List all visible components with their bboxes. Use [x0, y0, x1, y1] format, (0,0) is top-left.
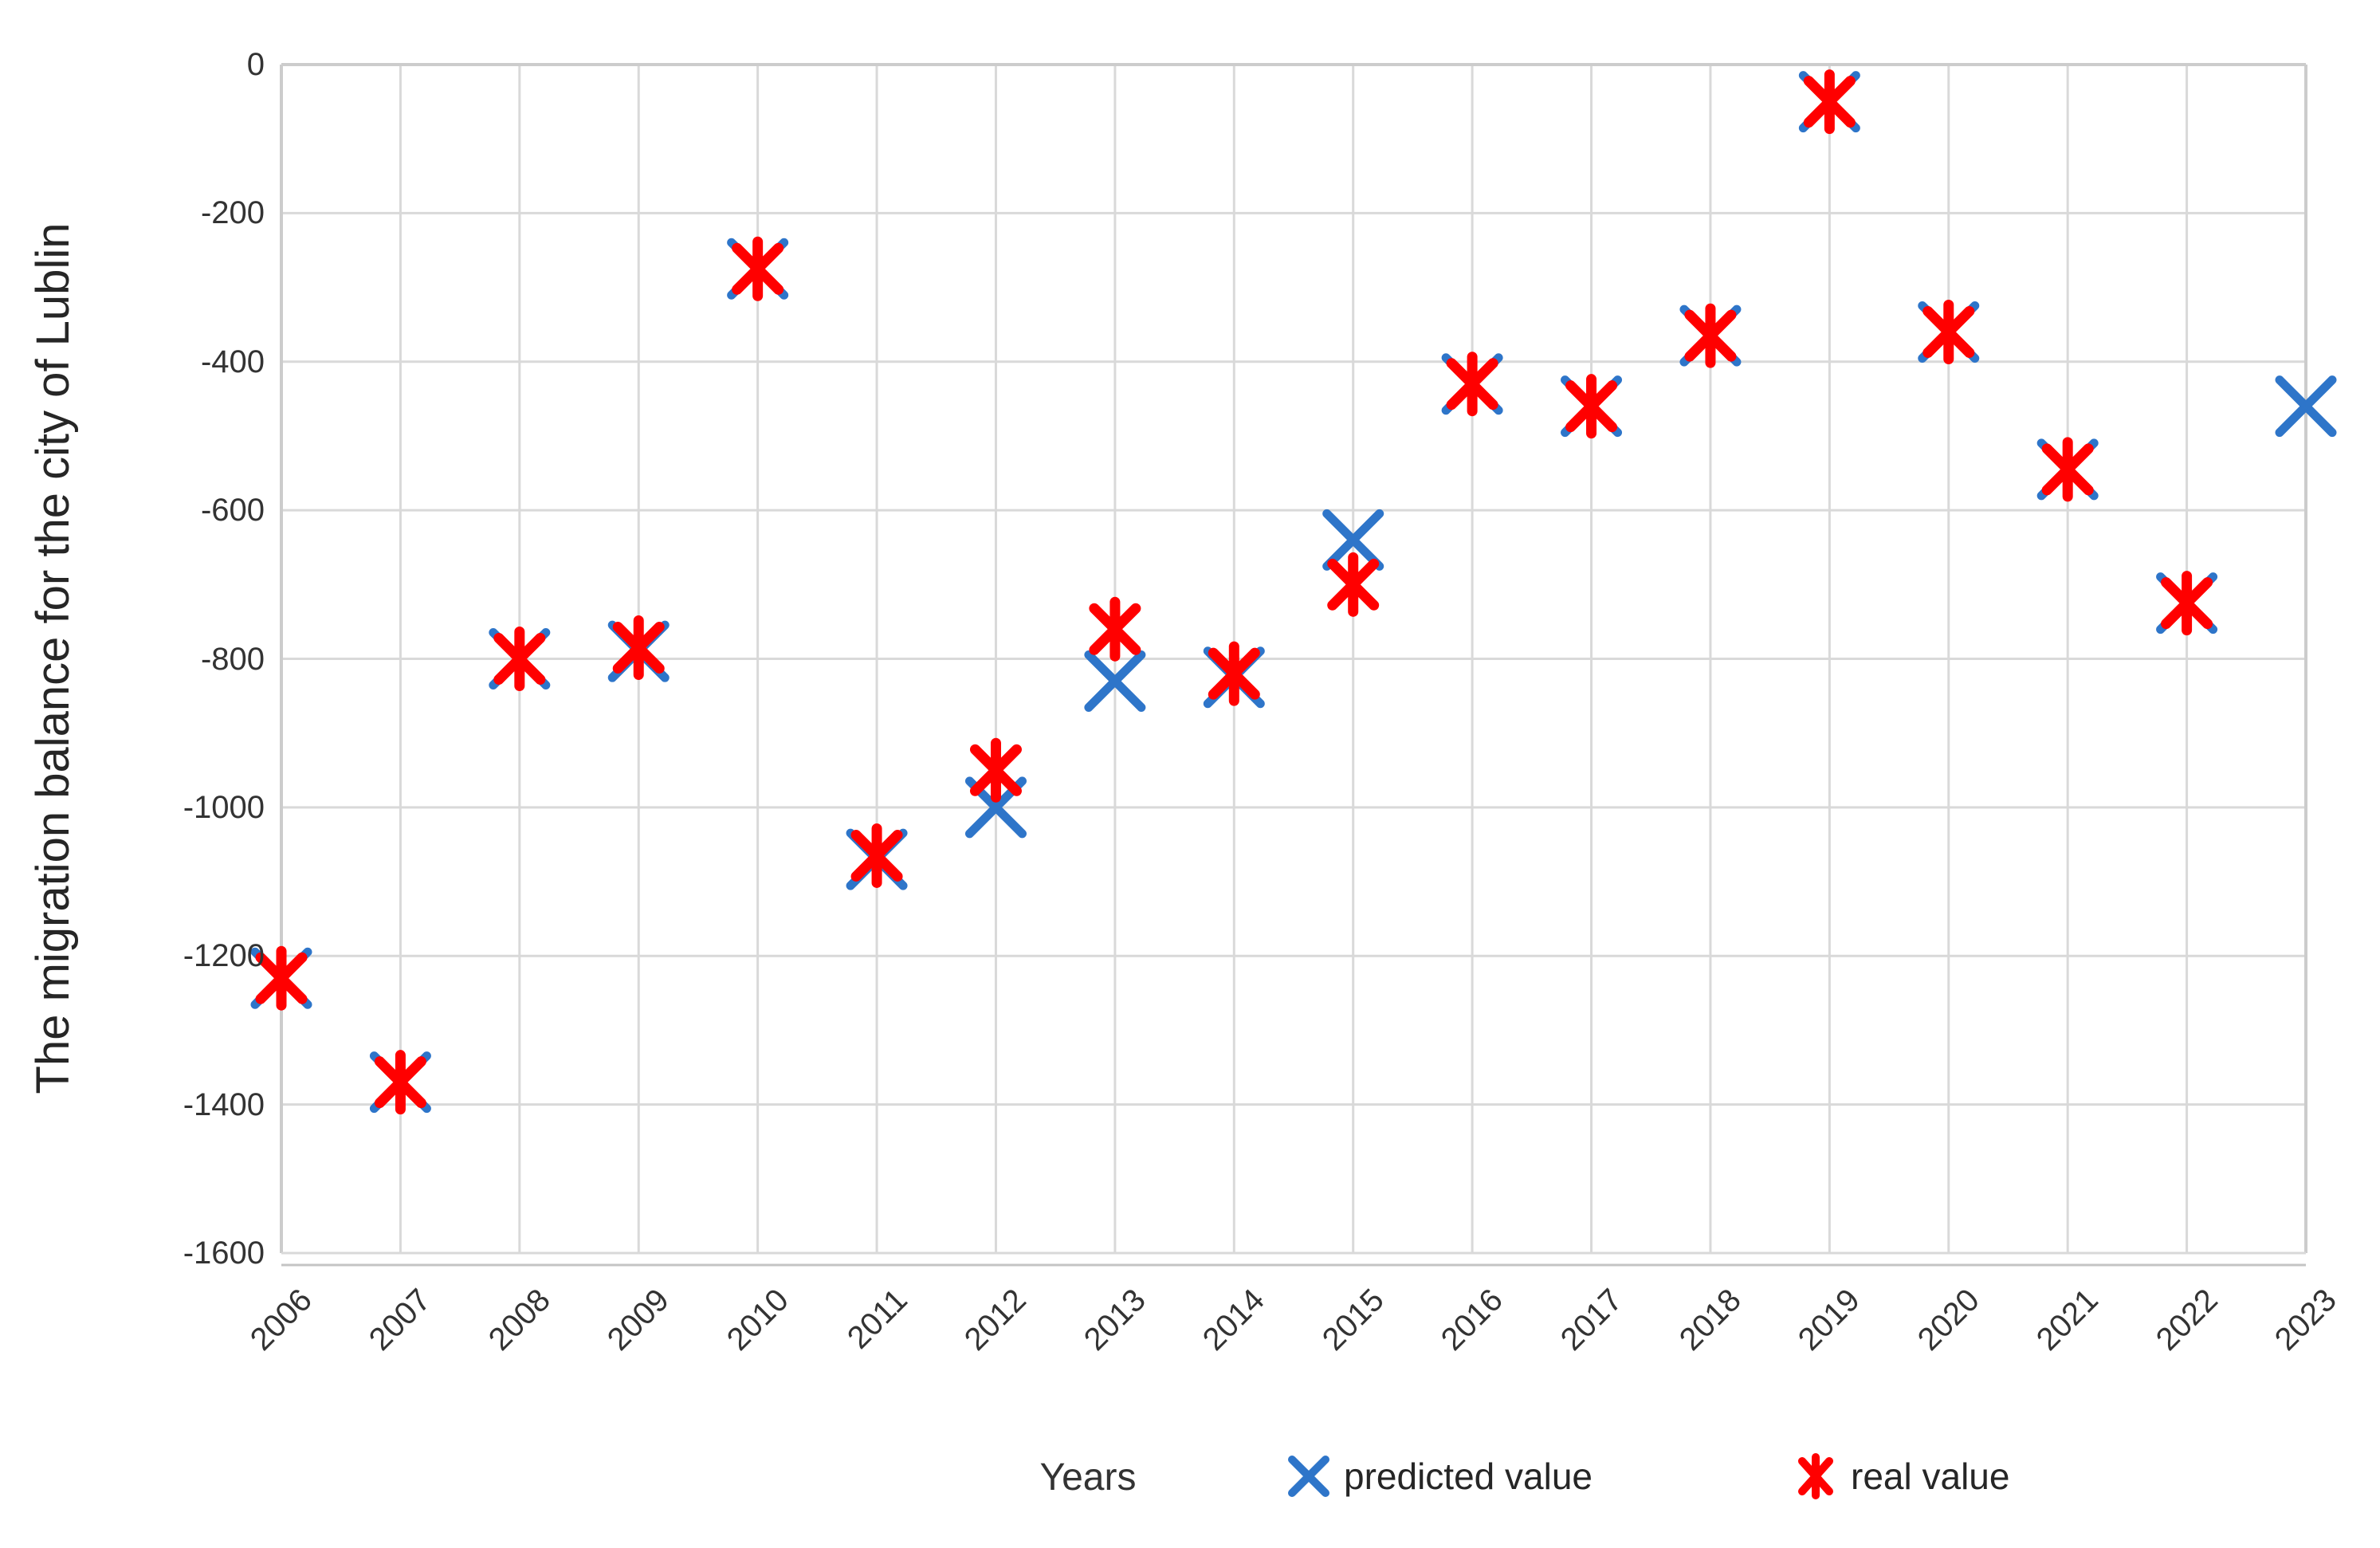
y-tick-label--600: -600: [200, 493, 265, 528]
y-tick-label--1400: -1400: [183, 1086, 265, 1122]
data-point-real-2010: [732, 236, 784, 301]
data-point-predicted-2015: [1322, 509, 1384, 571]
data-point-real-2009: [612, 615, 665, 681]
y-tick-label--800: -800: [200, 641, 265, 677]
data-point-real-2006: [255, 945, 308, 1011]
y-tick-label--400: -400: [200, 344, 265, 379]
data-point-real-2022: [2161, 571, 2213, 636]
data-point-real-2020: [1922, 299, 1975, 364]
data-point-real-2016: [1446, 352, 1498, 417]
data-point-real-2021: [2041, 437, 2094, 502]
data-point-real-2011: [850, 823, 903, 888]
data-point-real-2007: [374, 1050, 426, 1115]
y-axis-title: The migration balance for the city of Lu…: [27, 222, 79, 1094]
data-point-real-2012: [969, 737, 1022, 803]
data-point-real-2014: [1208, 641, 1260, 706]
data-point-real-2008: [493, 627, 546, 691]
y-tick-label--1600: -1600: [183, 1236, 265, 1271]
data-point-real-2017: [1565, 374, 1618, 439]
data-point-real-2015: [1327, 552, 1380, 617]
data-point-predicted-2023: [2275, 375, 2337, 438]
data-point-real-2018: [1684, 303, 1737, 368]
y-tick-label--1000: -1000: [183, 789, 265, 825]
legend-item-real: real value: [1792, 1452, 2009, 1500]
predicted-marker-icon: [1285, 1452, 1333, 1500]
data-point-real-2013: [1089, 596, 1141, 662]
real-marker-icon: [1792, 1452, 1840, 1500]
legend-label-real: real value: [1851, 1456, 2010, 1497]
legend-label-predicted: predicted value: [1344, 1456, 1593, 1497]
y-tick-label--200: -200: [200, 195, 265, 231]
data-point-real-2019: [1803, 69, 1856, 135]
legend-item-predicted: predicted value: [1285, 1452, 1593, 1500]
data-point-predicted-2013: [1084, 650, 1146, 712]
y-tick-label-0: 0: [246, 47, 265, 82]
x-axis-title: Years: [1039, 1456, 1137, 1499]
y-tick-label--1200: -1200: [183, 938, 265, 974]
